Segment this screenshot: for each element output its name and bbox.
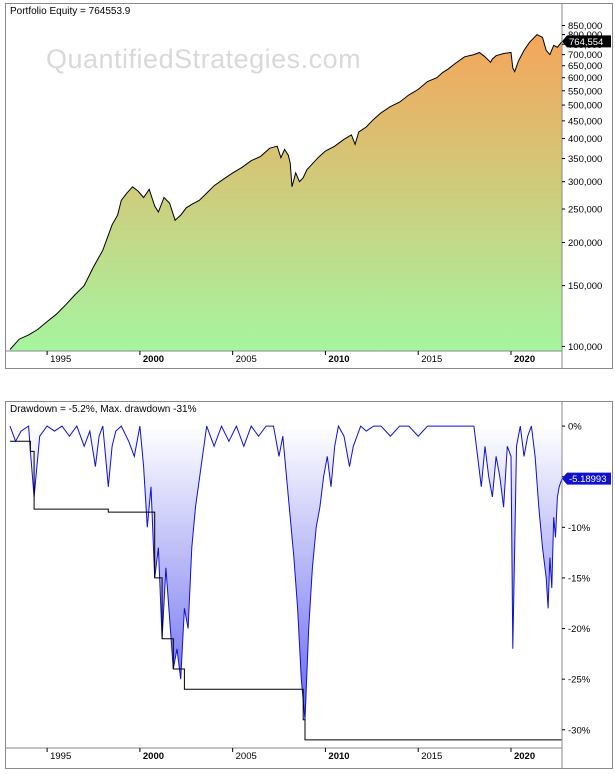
y-tick-label: 200,000 (568, 238, 602, 249)
last-value-tag: -5.18993 (562, 472, 611, 485)
y-tick-label: 650,000 (568, 61, 602, 72)
x-tick-label: 2005 (236, 751, 257, 762)
y-tick-label: -25% (568, 675, 591, 686)
y-tick-label: 150,000 (568, 281, 602, 292)
last-value-tag-label: -5.18993 (569, 474, 607, 485)
y-tick-label: -30% (568, 725, 591, 736)
max-drawdown-line (10, 440, 562, 741)
last-value-tag-label: 764,554 (569, 37, 603, 48)
drawdown-area (10, 426, 562, 720)
drawdown-line (9, 424, 563, 720)
y-tick-label: 550,000 (568, 86, 602, 97)
y-tick-label: 350,000 (568, 154, 602, 165)
y-tick-label: -15% (568, 573, 591, 584)
y-tick-label: 450,000 (568, 116, 602, 127)
drawdown-chart-title: Drawdown = -5.2%, Max. drawdown -31% (10, 404, 197, 415)
last-value-tag: 764,554 (562, 35, 611, 48)
watermark: QuantifiedStrategies.com (46, 44, 362, 74)
x-tick-label: 2015 (421, 354, 442, 365)
y-tick-label: 100,000 (568, 342, 602, 353)
x-tick-label: 2010 (328, 354, 349, 365)
y-tick-label: 700,000 (568, 50, 602, 61)
equity-line (9, 33, 563, 350)
x-tick-label: 2000 (143, 751, 164, 762)
x-tick-label: 2020 (514, 354, 535, 365)
y-tick-label: 300,000 (568, 177, 602, 188)
x-tick-label: 2015 (421, 751, 442, 762)
x-tick-label: 2005 (236, 354, 257, 365)
last-value-tag-bg (562, 472, 611, 485)
x-tick-label: 2000 (143, 354, 164, 365)
y-tick-label: 250,000 (568, 205, 602, 216)
y-tick-label: -10% (568, 523, 591, 534)
equity-chart-svg: 100,000 150,000 200,000 250,000 300,000 350,0… (6, 4, 611, 368)
equity-area (10, 34, 562, 351)
x-tick-label: 1995 (50, 751, 71, 762)
y-tick-label: -20% (568, 624, 591, 635)
equity-chart-title: Portfolio Equity = 764553.9 (10, 6, 131, 17)
drawdown-chart-svg: 0%-5%-10%-15%-20%-25%-30%199520002005201… (6, 402, 611, 768)
y-tick-label: 0% (568, 422, 582, 433)
y-tick-label: 500,000 (568, 101, 602, 112)
x-tick-label: 2010 (328, 751, 349, 762)
y-tick-label: 600,000 (568, 73, 602, 84)
x-tick-label: 1995 (50, 354, 71, 365)
y-tick-label: 850,000 (568, 21, 602, 32)
last-value-tag-bg (562, 35, 611, 48)
equity-chart-panel: 100,000 150,000 200,000 250,000 300,000 350,0… (5, 3, 613, 369)
drawdown-chart-panel: 0%-5%-10%-15%-20%-25%-30%199520002005201… (5, 401, 613, 769)
x-tick-label: 2020 (514, 751, 535, 762)
y-tick-label: 400,000 (568, 134, 602, 145)
